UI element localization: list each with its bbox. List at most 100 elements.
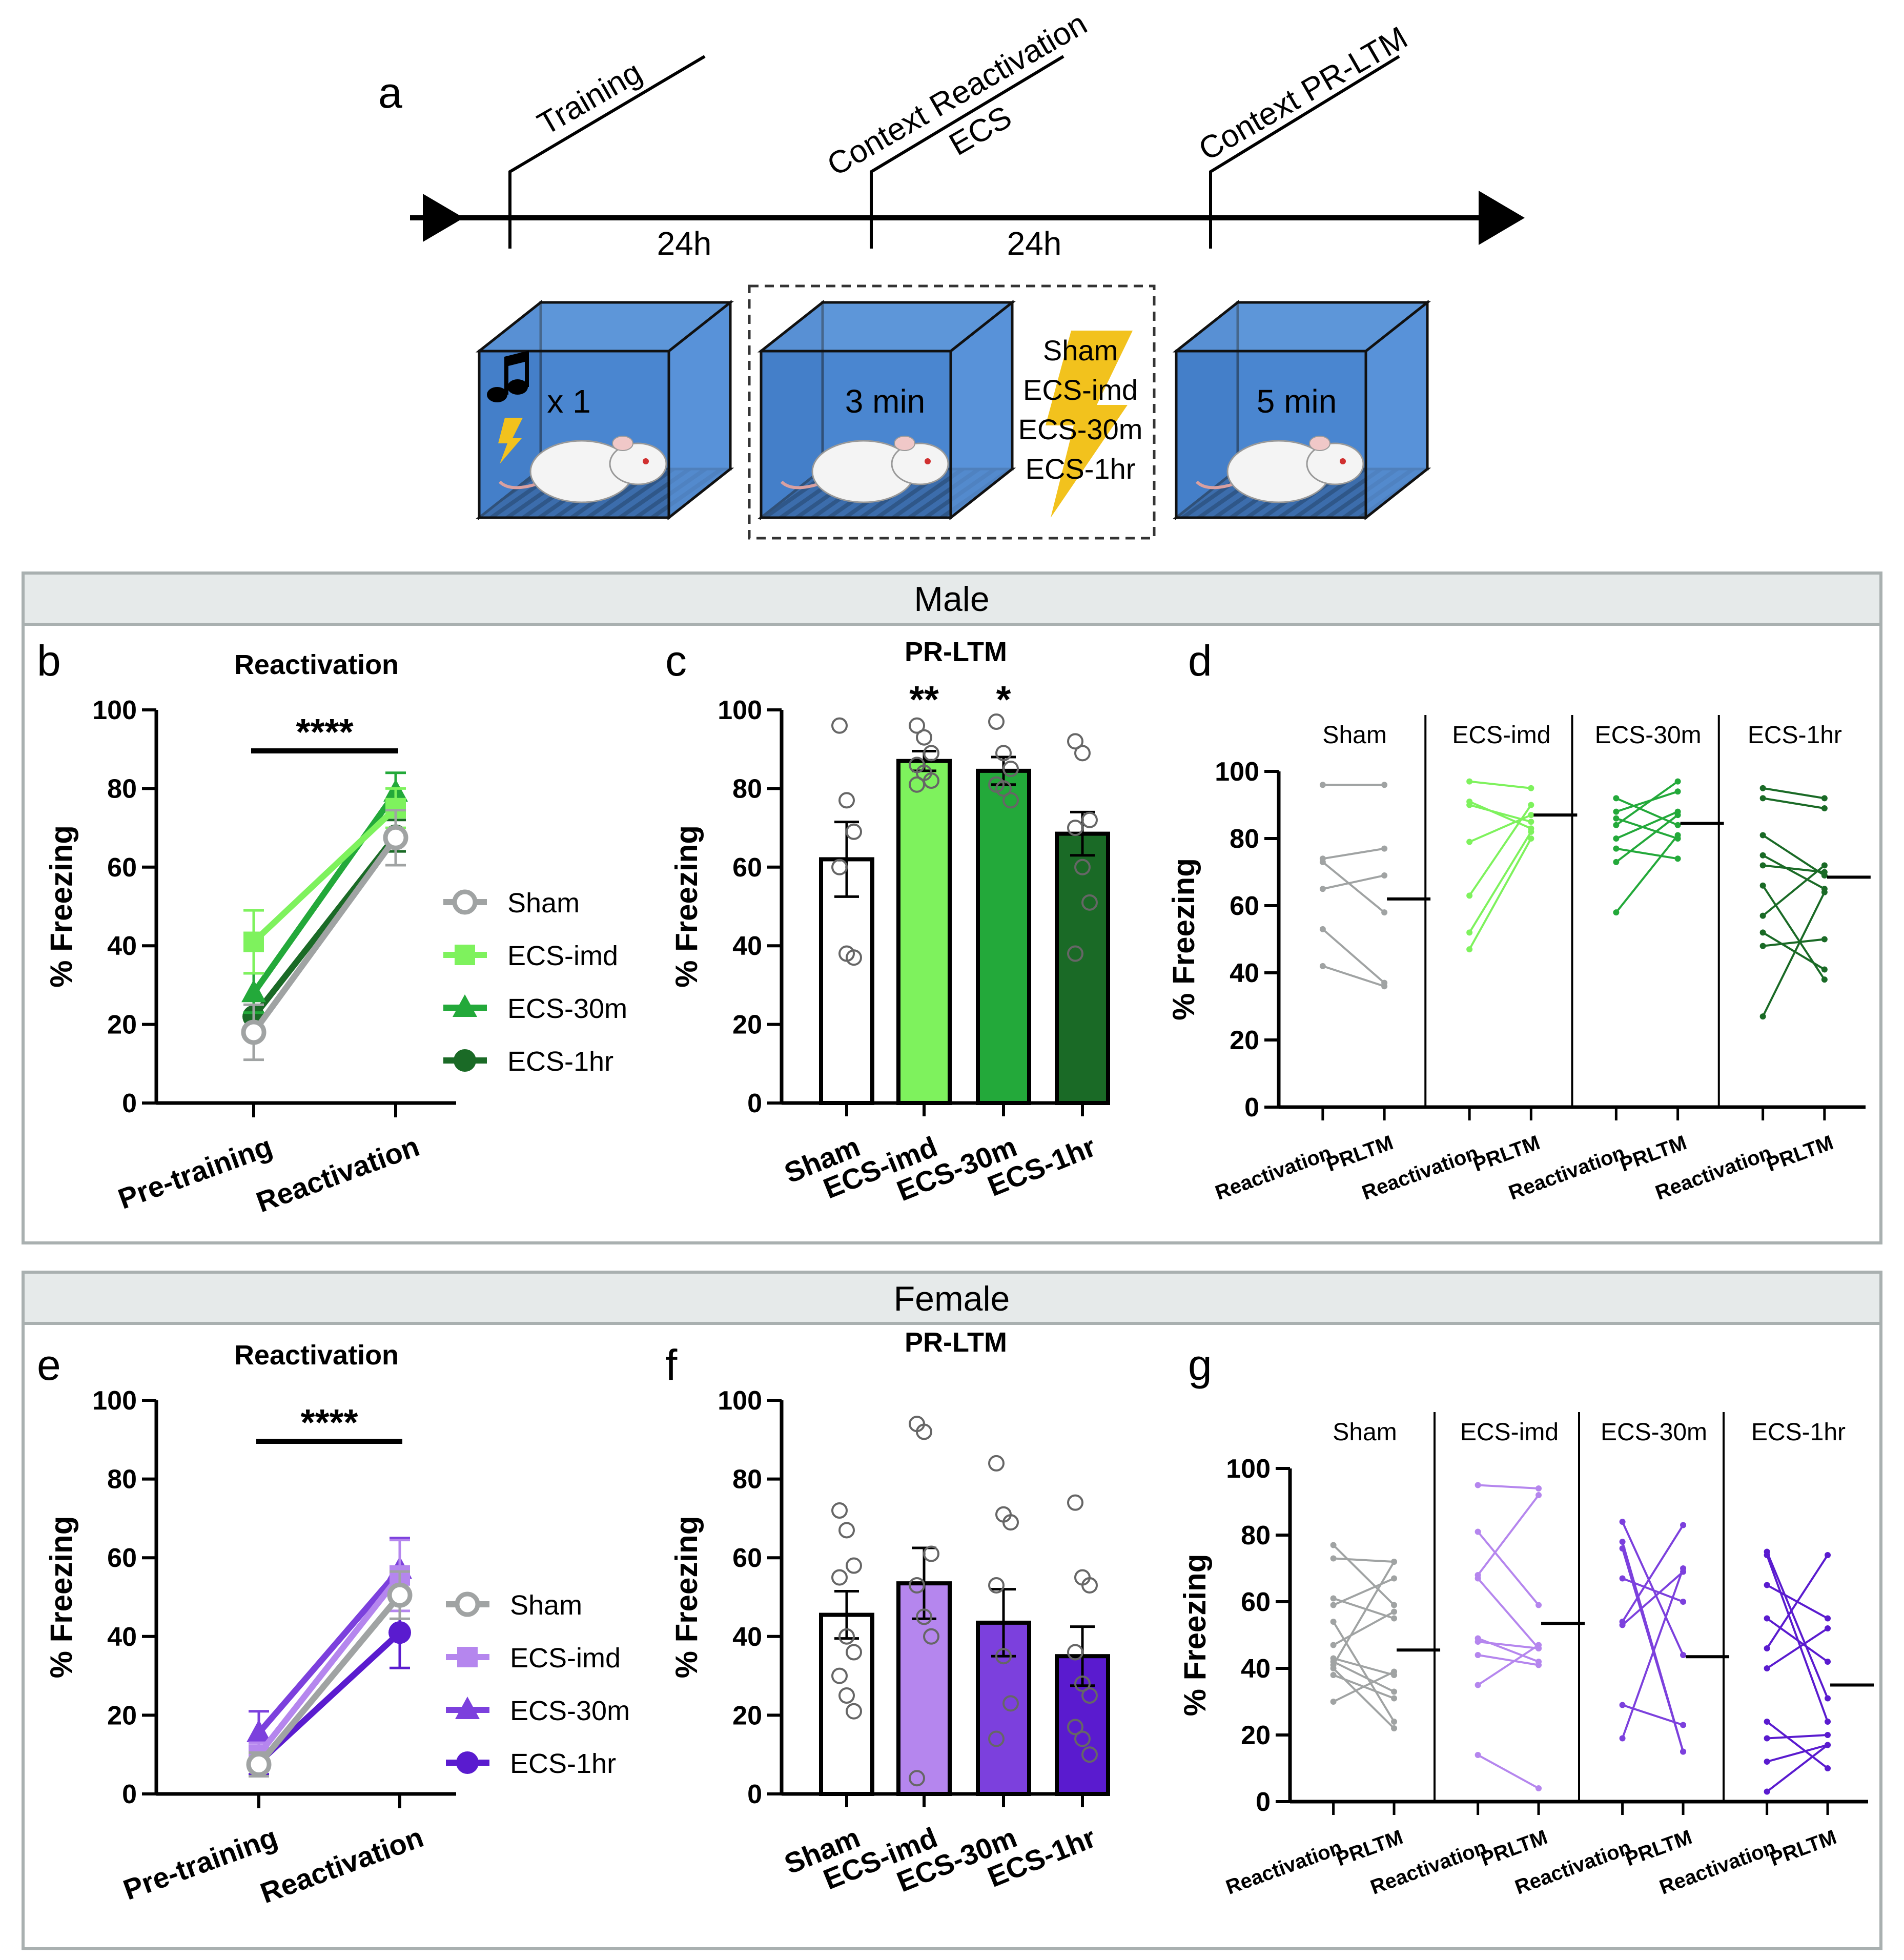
individual-point: [1074, 859, 1091, 875]
paired-point: [1330, 1642, 1337, 1648]
paired-point: [1466, 778, 1473, 785]
individual-point: [988, 1455, 1005, 1472]
data-point: [455, 1591, 480, 1617]
individual-point: [988, 713, 1005, 730]
individual-point: [988, 1730, 1005, 1747]
x-tick-label: PRLTM: [1764, 1131, 1836, 1176]
paired-point: [1759, 929, 1766, 936]
series-line: [256, 1567, 402, 1735]
individual-point: [1081, 1687, 1098, 1704]
condition-ecs-1hr: ECS-1hr: [1026, 453, 1136, 485]
condition-ecs-30m: ECS-30m: [1018, 413, 1143, 445]
individual-point: [831, 717, 848, 734]
paired-point: [1391, 1688, 1398, 1695]
paired-line: [1478, 1484, 1539, 1489]
paired-point: [1391, 1615, 1398, 1622]
paired-line: [1615, 797, 1678, 826]
group-label: Sham: [1333, 1419, 1397, 1446]
individual-point: [909, 776, 925, 793]
paired-line: [1766, 1744, 1829, 1793]
y-tick-label: 100: [92, 696, 137, 725]
paired-point: [1821, 976, 1828, 983]
paired-point: [1319, 855, 1326, 862]
individual-point: [1067, 1719, 1083, 1736]
significance-label: **: [909, 678, 939, 721]
paired-line: [1333, 1661, 1395, 1693]
paired-point: [1619, 1545, 1626, 1551]
rat-tail: [780, 480, 818, 489]
chart-title: PR-LTM: [905, 1327, 1007, 1358]
paired-point: [1759, 795, 1766, 802]
x-tick-label: PRLTM: [1333, 1826, 1406, 1870]
event-context-prltm: Context PR-LTM: [1193, 20, 1414, 168]
panel-letter-f: f: [665, 1341, 678, 1389]
y-tick-label: 60: [732, 1543, 762, 1573]
paired-line: [1762, 891, 1826, 1017]
data-point: [455, 1697, 480, 1719]
paired-point: [1536, 1642, 1542, 1648]
paired-point: [1680, 1599, 1687, 1605]
data-point: [383, 825, 408, 850]
series-line: [251, 790, 398, 995]
chart-e: 020406080100Pre-trainingReactivationReac…: [44, 1340, 630, 1909]
paired-point: [1759, 832, 1766, 839]
paired-line: [1333, 1610, 1395, 1646]
y-tick-label: 0: [1256, 1787, 1271, 1817]
box-label-reactivation: 3 min: [845, 383, 926, 420]
paired-point: [1528, 835, 1534, 842]
paired-point: [1391, 1602, 1398, 1608]
shock-bolt-icon: [498, 418, 523, 464]
individual-point: [831, 1667, 848, 1684]
paired-point: [1536, 1662, 1542, 1668]
x-tick-label: PRLTM: [1767, 1826, 1839, 1870]
y-tick-label: 80: [1230, 824, 1259, 854]
paired-point: [1613, 845, 1620, 852]
paired-line: [1615, 814, 1678, 863]
panel-letter-c: c: [665, 637, 687, 685]
y-tick-label: 60: [107, 1543, 137, 1573]
data-point: [241, 1019, 267, 1045]
condition-ecs-imd: ECS-imd: [1023, 374, 1138, 406]
paired-point: [1825, 1552, 1831, 1558]
paired-point: [1821, 795, 1828, 802]
y-tick-label: 40: [107, 931, 137, 961]
paired-point: [1391, 1668, 1398, 1675]
paired-point: [1825, 1765, 1831, 1771]
panel-letter-e: e: [37, 1341, 61, 1389]
box-label-training: x 1: [547, 383, 590, 420]
panel-letter-g: g: [1188, 1341, 1212, 1389]
y-axis-label: % Freezing: [44, 825, 78, 988]
y-tick-label: 80: [732, 774, 762, 804]
individual-point: [831, 859, 848, 875]
panel-letter-a: a: [378, 69, 402, 117]
individual-point: [916, 729, 932, 746]
paired-line: [1767, 1744, 1828, 1763]
paired-line: [1333, 1544, 1395, 1606]
individual-point: [923, 1545, 939, 1562]
paired-line: [1322, 847, 1385, 860]
paired-point: [1536, 1602, 1542, 1608]
paired-point: [1391, 1575, 1398, 1582]
data-point: [456, 1751, 479, 1774]
y-tick-label: 40: [107, 1622, 137, 1652]
paired-point: [1466, 892, 1473, 899]
paired-point: [1466, 839, 1473, 845]
paired-point: [1536, 1492, 1542, 1498]
paired-line: [1469, 801, 1532, 830]
paired-point: [1466, 802, 1473, 808]
rat-tail: [1195, 480, 1233, 489]
individual-point: [831, 1502, 848, 1519]
training-event-marker: [508, 55, 706, 249]
male-section-header: [22, 571, 1882, 626]
group-label: ECS-1hr: [1751, 1419, 1846, 1446]
paired-point: [1619, 1539, 1626, 1545]
series-sham: [246, 1570, 413, 1778]
individual-point: [1002, 1514, 1019, 1531]
legend-label: Sham: [510, 1590, 582, 1621]
paired-point: [1528, 819, 1534, 825]
series-sham: [241, 809, 408, 1061]
data-point: [452, 889, 478, 915]
paired-line: [1615, 781, 1678, 826]
paired-point: [1330, 1619, 1337, 1625]
paired-line: [1621, 1521, 1684, 1656]
